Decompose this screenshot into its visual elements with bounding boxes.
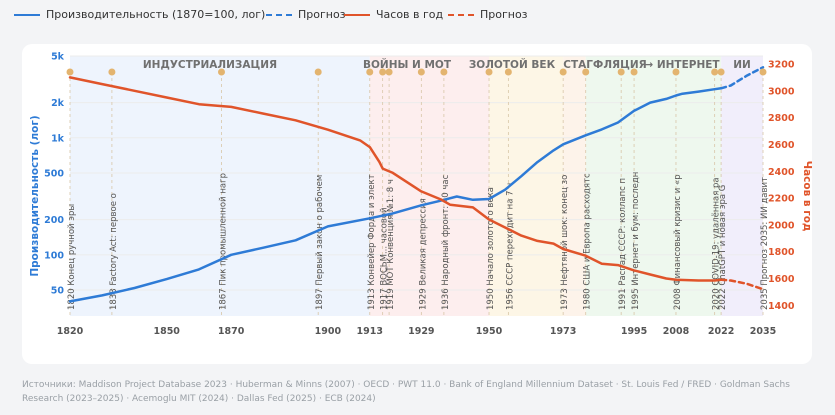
event-dot-10 (504, 68, 512, 76)
x-tick-label-8: 1995 (621, 326, 647, 337)
event-dot-17 (717, 68, 725, 76)
event-label-16: 2020 COVID-19: удалённая ра (712, 177, 722, 310)
event-label-9: 1950 Начало золотого века (486, 187, 496, 310)
left-tick-label-2: 200 (44, 215, 64, 226)
left-tick-label-3: 500 (44, 169, 64, 180)
x-tick-label-7: 1973 (550, 326, 576, 337)
right-tick-label-9: 3200 (768, 60, 795, 71)
event-label-8: 1936 Народный фронт: 40 час (441, 174, 451, 310)
event-dot-12 (582, 68, 590, 76)
series-line-0 (68, 87, 723, 303)
x-tick-label-2: 1870 (218, 326, 245, 337)
event-label-6: 1919 МОТ Конвенция №1: 8 ч (386, 179, 396, 310)
event-dot-1 (108, 68, 116, 76)
legend-swatch-productivity (14, 13, 40, 16)
sources-note: Источники: Maddison Project Database 202… (22, 380, 790, 404)
event-dot-13 (617, 68, 625, 76)
x-tick-label-1: 1850 (153, 326, 180, 337)
x-tick-label-4: 1913 (357, 326, 383, 337)
era-label-3: СТАГФЛЯЦИЯ (563, 59, 647, 71)
left-tick-label-0: 50 (51, 286, 65, 297)
chart-card: ИНДУСТРИАЛИЗАЦИЯ ВОЙНЫ И МОТ ЗОЛОТОЙ ВЕК СТ… (22, 44, 812, 364)
right-tick-label-8: 3000 (768, 86, 795, 97)
event-label-4: 1913 Конвейер Форда и элект (367, 174, 377, 310)
series-line-1 (719, 66, 765, 90)
left-tick-label-1: 100 (44, 250, 64, 261)
left-axis-title: Производительность (лог) (29, 115, 41, 276)
event-label-2: 1867 Пик промышленной нагр (218, 173, 228, 310)
event-dot-18 (759, 68, 767, 76)
x-tick-label-5: 1929 (408, 326, 434, 337)
legend-item-productivity-forecast[interactable]: Прогноз (266, 8, 346, 21)
right-axis-title: Часов в год (801, 161, 812, 232)
x-tick-label-10: 2022 (708, 326, 734, 337)
event-label-18: 2035 Прогноз 2035: ИИ давит (760, 177, 770, 310)
right-tick-label-4: 2200 (768, 194, 795, 205)
event-dot-14 (630, 68, 638, 76)
event-dot-8 (440, 68, 448, 76)
event-label-10: 1956 СССР переходит на 7 ч (505, 183, 515, 310)
right-tick-label-2: 1800 (768, 247, 795, 258)
era-band-4 (585, 56, 722, 316)
event-label-17: 2022 ChatGPT и новая эра G (718, 185, 728, 310)
right-tick-label-5: 2400 (768, 167, 795, 178)
event-label-3: 1897 Первый закон о рабочем (315, 175, 325, 310)
x-tick-label-9: 2008 (663, 326, 690, 337)
event-label-13: 1991 Распад СССР: коллапс п (618, 178, 628, 310)
x-tick-label-0: 1820 (57, 326, 84, 337)
left-tick-label-6: 5k (51, 52, 65, 63)
right-tick-label-7: 2800 (768, 113, 795, 124)
event-dot-5 (379, 68, 387, 76)
legend-swatch-productivity-forecast (266, 13, 292, 16)
event-dot-4 (366, 68, 374, 76)
right-tick-label-3: 2000 (768, 220, 795, 231)
dual-axis-chart: ИНДУСТРИАЛИЗАЦИЯ ВОЙНЫ И МОТ ЗОЛОТОЙ ВЕК СТ… (29, 52, 812, 338)
event-label-0: 1820 Конец ручной эры (67, 204, 77, 310)
legend-item-hours[interactable]: Часов в год (344, 8, 443, 21)
event-dot-0 (66, 68, 74, 76)
event-dot-16 (711, 68, 719, 76)
legend-label-productivity-forecast: Прогноз (298, 8, 346, 21)
legend-item-hours-forecast[interactable]: Прогноз (448, 8, 528, 21)
legend-item-productivity[interactable]: Производительность (1870=100, лог) (14, 8, 265, 21)
event-dot-9 (485, 68, 493, 76)
era-label-5: ИИ (733, 59, 751, 71)
event-dot-11 (559, 68, 567, 76)
event-label-1: 1833 Factory Act: первое о (109, 193, 119, 310)
legend-swatch-hours-forecast (448, 13, 474, 16)
left-tick-label-4: 1k (51, 133, 65, 144)
event-dot-7 (417, 68, 425, 76)
event-label-15: 2008 Финансовый кризис и «р (673, 174, 683, 310)
era-label-4: → ИНТЕРНЕТ (644, 59, 720, 71)
era-band-1 (369, 56, 490, 316)
legend-swatch-hours (344, 13, 370, 16)
left-tick-label-5: 2k (51, 98, 65, 109)
event-dot-15 (672, 68, 680, 76)
event-dot-2 (217, 68, 225, 76)
era-band-0 (70, 56, 370, 316)
series-line-3 (719, 278, 765, 291)
era-label-1: ВОЙНЫ И МОТ (363, 58, 452, 71)
right-tick-label-0: 1400 (768, 301, 795, 312)
event-label-12: 1980 США и Европа расходятс (583, 173, 593, 310)
event-label-7: 1929 Великая депрессия (418, 198, 428, 310)
event-dot-6 (385, 68, 393, 76)
event-dot-3 (314, 68, 322, 76)
era-label-0: ИНДУСТРИАЛИЗАЦИЯ (143, 59, 277, 71)
legend-label-hours-forecast: Прогноз (480, 8, 528, 21)
era-band-5 (721, 56, 763, 316)
legend-label-productivity: Производительность (1870=100, лог) (46, 8, 266, 21)
era-label-2: ЗОЛОТОЙ ВЕК (469, 58, 556, 71)
legend-label-hours: Часов в год (376, 8, 444, 21)
x-tick-label-11: 2035 (750, 326, 776, 337)
series-line-2 (68, 76, 723, 282)
x-tick-label-6: 1950 (476, 326, 503, 337)
event-label-5: 1917 ВОСЬМ... часовой (380, 207, 390, 310)
x-tick-label-3: 1900 (315, 326, 342, 337)
era-band-2 (489, 56, 564, 316)
event-label-11: 1973 Нефтяной шок: конец зо (560, 175, 570, 310)
right-tick-label-1: 1600 (768, 274, 795, 285)
right-tick-label-6: 2600 (768, 140, 795, 151)
event-label-14: 1995 Интернет и бум: последн (631, 172, 641, 310)
